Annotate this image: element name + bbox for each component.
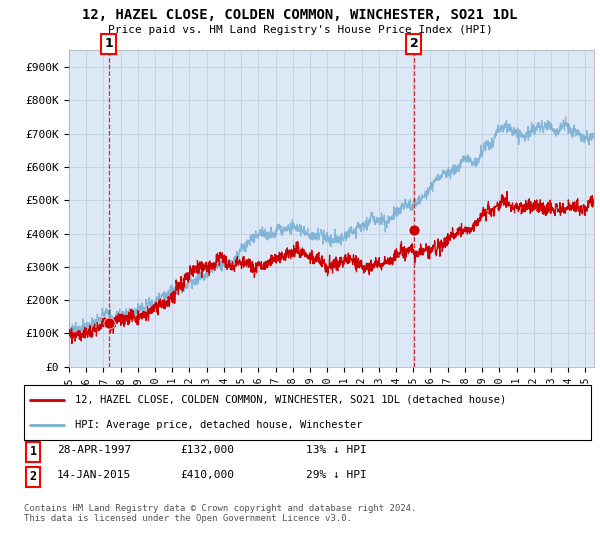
Text: 13% ↓ HPI: 13% ↓ HPI: [306, 445, 367, 455]
Text: 2: 2: [410, 38, 418, 50]
Text: HPI: Average price, detached house, Winchester: HPI: Average price, detached house, Winc…: [75, 420, 362, 430]
Text: 28-APR-1997: 28-APR-1997: [57, 445, 131, 455]
Text: Price paid vs. HM Land Registry's House Price Index (HPI): Price paid vs. HM Land Registry's House …: [107, 25, 493, 35]
Text: 2: 2: [29, 470, 37, 483]
Text: 1: 1: [104, 38, 113, 50]
Text: 1: 1: [29, 445, 37, 458]
Text: £410,000: £410,000: [180, 470, 234, 480]
Text: £132,000: £132,000: [180, 445, 234, 455]
Text: Contains HM Land Registry data © Crown copyright and database right 2024.
This d: Contains HM Land Registry data © Crown c…: [24, 504, 416, 524]
Text: 12, HAZEL CLOSE, COLDEN COMMON, WINCHESTER, SO21 1DL: 12, HAZEL CLOSE, COLDEN COMMON, WINCHEST…: [82, 8, 518, 22]
Text: 29% ↓ HPI: 29% ↓ HPI: [306, 470, 367, 480]
Text: 14-JAN-2015: 14-JAN-2015: [57, 470, 131, 480]
Text: 12, HAZEL CLOSE, COLDEN COMMON, WINCHESTER, SO21 1DL (detached house): 12, HAZEL CLOSE, COLDEN COMMON, WINCHEST…: [75, 395, 506, 404]
